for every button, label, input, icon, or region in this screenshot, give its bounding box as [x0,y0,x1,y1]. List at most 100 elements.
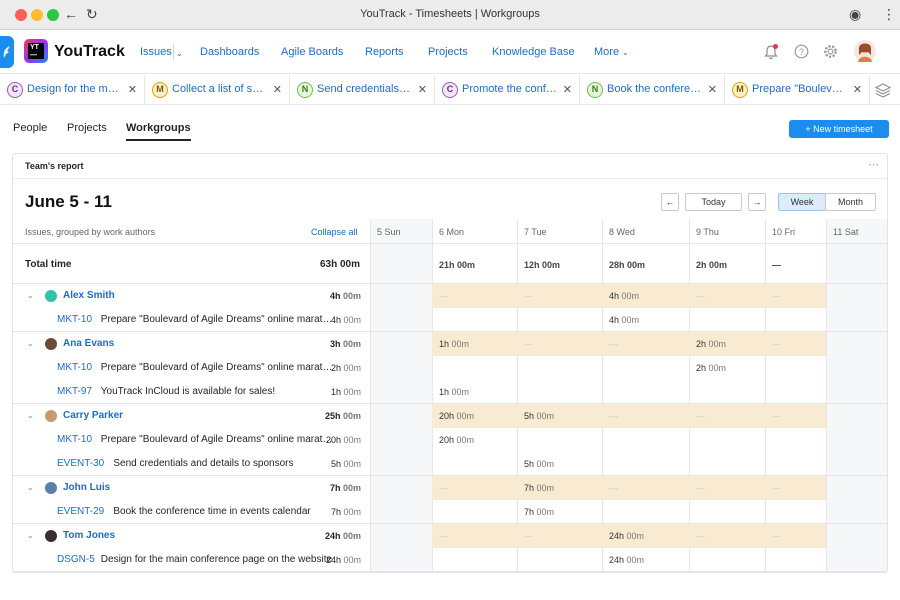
author-day-cell: 5h 00m [524,411,554,421]
issue-id-link[interactable]: MKT-97 [57,386,93,397]
author-total: 7h 00m [293,483,361,493]
minutes: 00m [456,411,475,421]
reload-icon[interactable]: ↻ [86,6,98,22]
author-name[interactable]: Alex Smith [63,290,115,301]
issue-total: 5h 00m [293,459,361,469]
close-icon[interactable]: ✕ [707,84,717,96]
chevron-down-icon[interactable]: ⌄ [27,483,34,492]
hours: 12h [524,260,540,270]
nav-projects[interactable]: Projects [428,46,468,58]
team-report-panel: Team's report ⋯ June 5 - 11 ← Today → We… [12,153,888,573]
nav-dashboards[interactable]: Dashboards [200,46,260,58]
tab-projects[interactable]: Projects [67,122,107,134]
author-day-cell: — [524,291,533,301]
nav-issues[interactable]: Issues [140,46,172,58]
new-timesheet-button[interactable]: + New timesheet [789,120,889,138]
hours: — [772,339,781,349]
nav-knowledge-base[interactable]: Knowledge Base [492,46,575,58]
column-divider [689,219,690,572]
author-day-cell: 4h 00m [609,291,639,301]
chevron-down-icon[interactable]: ⌄ [27,411,34,420]
nav-reports[interactable]: Reports [365,46,404,58]
minutes: 00m [343,555,361,565]
nav-agile-boards[interactable]: Agile Boards [281,46,344,58]
total-time-value: 63h 00m [303,259,360,270]
minutes: 00m [627,260,646,270]
author-day-cell: — [696,291,705,301]
close-window-button[interactable] [15,9,27,21]
hours: — [439,483,448,493]
author-total: 3h 00m [293,339,361,349]
help-icon[interactable]: ? [794,44,809,59]
author-name[interactable]: Ana Evans [63,338,115,349]
issue-total: 7h 00m [293,507,361,517]
sidebar-toggle-button[interactable] [0,36,14,68]
hours: 7h [524,483,535,493]
avatar[interactable] [854,40,876,62]
week-view-toggle[interactable]: Week [778,193,826,211]
layers-icon[interactable] [875,82,891,98]
issue-tab[interactable]: N Send credentials and details to sponso… [290,75,435,105]
hours: — [609,483,618,493]
minutes: 00m [342,339,361,349]
month-view-toggle[interactable]: Month [825,193,876,211]
issue-tab[interactable]: C Promote the conference ✕ [435,75,580,105]
today-button[interactable]: Today [685,193,742,211]
nav-more[interactable]: More [594,46,620,58]
puzzle-icon[interactable]: ◉ [849,6,862,22]
minutes: 00m [451,387,470,397]
kebab-icon[interactable]: ⋮ [882,6,896,22]
issue-id-link[interactable]: MKT-10 [57,434,93,445]
issue-tab[interactable]: M Prepare "Boulevard of Agile Dreams" ✕ [725,75,870,105]
arrow-left-icon[interactable]: ← [64,6,78,22]
next-week-button[interactable]: → [748,193,766,211]
issue-tab-label[interactable]: Design for the main conference page on t… [27,83,122,95]
collapse-all-link[interactable]: Collapse all [311,227,358,237]
total-time-label: Total time [25,259,72,270]
feather-icon [3,46,10,58]
author-name[interactable]: Carry Parker [63,410,124,421]
app-name: YouTrack [54,43,125,60]
hours: — [524,531,533,541]
issue-id-link[interactable]: EVENT-30 [57,458,105,469]
close-icon[interactable]: ✕ [127,84,137,96]
bell-icon[interactable] [764,44,778,60]
author-day-cell: 24h 00m [609,531,644,541]
close-icon[interactable]: ✕ [562,84,572,96]
issue-tab-label[interactable]: Send credentials and details to sponsors [317,83,412,95]
issue-tab-label[interactable]: Promote the conference [462,83,557,95]
issue-tab[interactable]: C Design for the main conference page on… [0,75,145,105]
avatar [45,290,57,302]
gear-icon[interactable] [823,44,838,59]
author-day-cell: — [772,291,781,301]
issue-tab-label[interactable]: Collect a list of speakers [172,83,267,95]
app-logo[interactable]: YT — [24,39,48,63]
close-icon[interactable]: ✕ [272,84,282,96]
more-options-icon[interactable]: ⋯ [868,159,879,171]
issue-total: 4h 00m [293,315,361,325]
tab-people[interactable]: People [13,122,48,134]
issue-id-link[interactable]: MKT-10 [57,362,93,373]
chevron-down-icon[interactable]: ⌄ [176,49,183,58]
issue-tab-label[interactable]: Prepare "Boulevard of Agile Dreams" [752,83,847,95]
issue-id-link[interactable]: DSGN-5 [57,554,95,565]
maximize-window-button[interactable] [47,9,59,21]
chevron-down-icon[interactable]: ⌄ [27,339,34,348]
issue-tab-label[interactable]: Book the conference time in events calen… [607,83,702,95]
tab-workgroups[interactable]: Workgroups [126,122,191,141]
project-badge: C [442,82,458,98]
issue-id-link[interactable]: EVENT-29 [57,506,105,517]
issue-tab[interactable]: N Book the conference time in events cal… [580,75,725,105]
prev-week-button[interactable]: ← [661,193,679,211]
close-icon[interactable]: ✕ [852,84,862,96]
chevron-down-icon[interactable]: ⌄ [27,291,34,300]
author-name[interactable]: John Luis [63,482,111,493]
close-icon[interactable]: ✕ [417,84,427,96]
minutes: 00m [451,339,470,349]
issue-id-link[interactable]: MKT-10 [57,314,93,325]
chevron-down-icon[interactable]: ⌄ [27,531,34,540]
author-name[interactable]: Tom Jones [63,530,116,541]
minimize-window-button[interactable] [31,9,43,21]
issue-tab[interactable]: M Collect a list of speakers ✕ [145,75,290,105]
issue-total: 24h 00m [293,555,361,565]
